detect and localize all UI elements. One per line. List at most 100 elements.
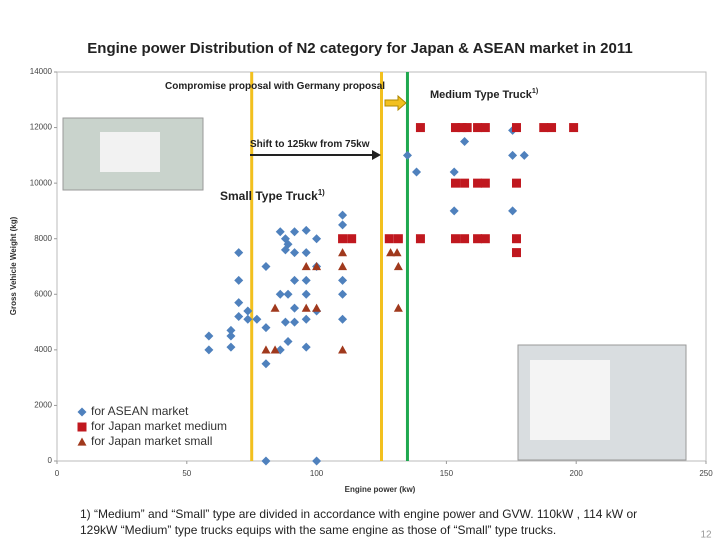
- point: [290, 227, 300, 237]
- point: [261, 359, 271, 369]
- page-number: 12: [700, 530, 712, 540]
- point: [449, 206, 459, 216]
- point: [338, 262, 348, 271]
- point: [415, 123, 425, 133]
- point: [283, 239, 293, 249]
- point: [261, 262, 271, 271]
- point: [393, 234, 403, 244]
- point: [301, 342, 311, 352]
- legend-label: for Japan market small: [91, 434, 212, 448]
- point: [569, 123, 579, 133]
- point: [270, 303, 280, 312]
- x-tick-label: 0: [55, 469, 60, 478]
- x-tick-label: 100: [310, 469, 324, 478]
- annotation-sup: 1): [318, 188, 325, 197]
- truck-cab: [100, 132, 160, 172]
- point: [275, 227, 285, 237]
- y-tick-label: 8000: [34, 234, 52, 243]
- point: [252, 314, 262, 324]
- y-axis-label: Gross Vehicle Weight (kg): [9, 216, 18, 315]
- point: [511, 248, 521, 258]
- point: [234, 248, 244, 258]
- annotation-text: Compromise proposal with Germany proposa…: [165, 81, 385, 92]
- point: [450, 178, 460, 188]
- point: [301, 275, 311, 285]
- y-tick-label: 2000: [34, 401, 52, 410]
- point: [338, 234, 348, 244]
- point: [480, 234, 490, 244]
- point: [290, 275, 300, 285]
- x-tick-label: 150: [440, 469, 454, 478]
- point: [290, 303, 300, 313]
- annotation: Shift to 125kw from 75kw: [250, 139, 370, 150]
- point: [460, 178, 470, 188]
- arrowhead: [372, 150, 381, 160]
- photos: [62, 117, 687, 461]
- x-tick-label: 50: [182, 469, 191, 478]
- point: [338, 314, 348, 324]
- point: [457, 123, 467, 133]
- annotation: Compromise proposal with Germany proposa…: [165, 81, 385, 92]
- point: [338, 210, 348, 220]
- point: [473, 234, 483, 244]
- point: [462, 123, 472, 133]
- point: [301, 262, 311, 271]
- annotation: Medium Type Truck1): [430, 87, 539, 101]
- point: [338, 220, 348, 230]
- point: [234, 312, 244, 322]
- point: [261, 323, 271, 333]
- point: [402, 150, 412, 160]
- y-tick-label: 4000: [34, 345, 52, 354]
- point: [280, 317, 290, 327]
- annotation-text: Medium Type Truck: [430, 89, 533, 101]
- point: [312, 456, 322, 466]
- legend-marker: [77, 407, 87, 417]
- point: [312, 234, 322, 244]
- point: [460, 234, 470, 244]
- y-tick-label: 10000: [30, 178, 53, 187]
- legend-marker: [77, 437, 87, 446]
- point: [508, 206, 518, 216]
- point: [384, 234, 394, 244]
- point: [226, 342, 236, 352]
- point: [347, 234, 357, 244]
- point: [261, 345, 271, 354]
- point: [290, 248, 300, 258]
- point: [519, 150, 529, 160]
- point: [226, 331, 236, 341]
- annotation-text: Small Type Truck: [220, 189, 318, 203]
- block-arrow: [384, 94, 407, 112]
- point: [508, 150, 518, 160]
- x-tick-label: 200: [570, 469, 584, 478]
- x-tick-label: 250: [699, 469, 713, 478]
- point: [460, 136, 470, 146]
- point: [415, 234, 425, 244]
- annotation-text: Shift to 125kw from 75kw: [250, 139, 370, 150]
- point: [243, 314, 253, 324]
- point: [301, 303, 311, 312]
- point: [301, 314, 311, 324]
- point: [301, 289, 311, 299]
- point: [243, 306, 253, 316]
- point: [386, 248, 396, 257]
- point: [480, 123, 490, 133]
- footnote: 1) “Medium” and “Small” type are divided…: [80, 507, 637, 521]
- point: [312, 262, 322, 271]
- annotation: Small Type Truck1): [220, 188, 325, 203]
- point: [547, 123, 557, 133]
- y-tick-label: 0: [48, 456, 53, 465]
- point: [312, 303, 322, 312]
- point: [480, 178, 490, 188]
- point: [290, 317, 300, 327]
- point: [473, 178, 483, 188]
- footnote: 129kW “Medium” type trucks equips with t…: [80, 523, 556, 537]
- x-axis-label: Engine power (kw): [345, 485, 416, 494]
- chart-title: Engine power Distribution of N2 category…: [87, 40, 632, 57]
- point: [511, 123, 521, 133]
- point: [450, 234, 460, 244]
- legend-label: for ASEAN market: [91, 404, 189, 418]
- truck-cab: [530, 360, 610, 440]
- point: [275, 289, 285, 299]
- point: [392, 248, 402, 257]
- legend-marker: [77, 422, 87, 432]
